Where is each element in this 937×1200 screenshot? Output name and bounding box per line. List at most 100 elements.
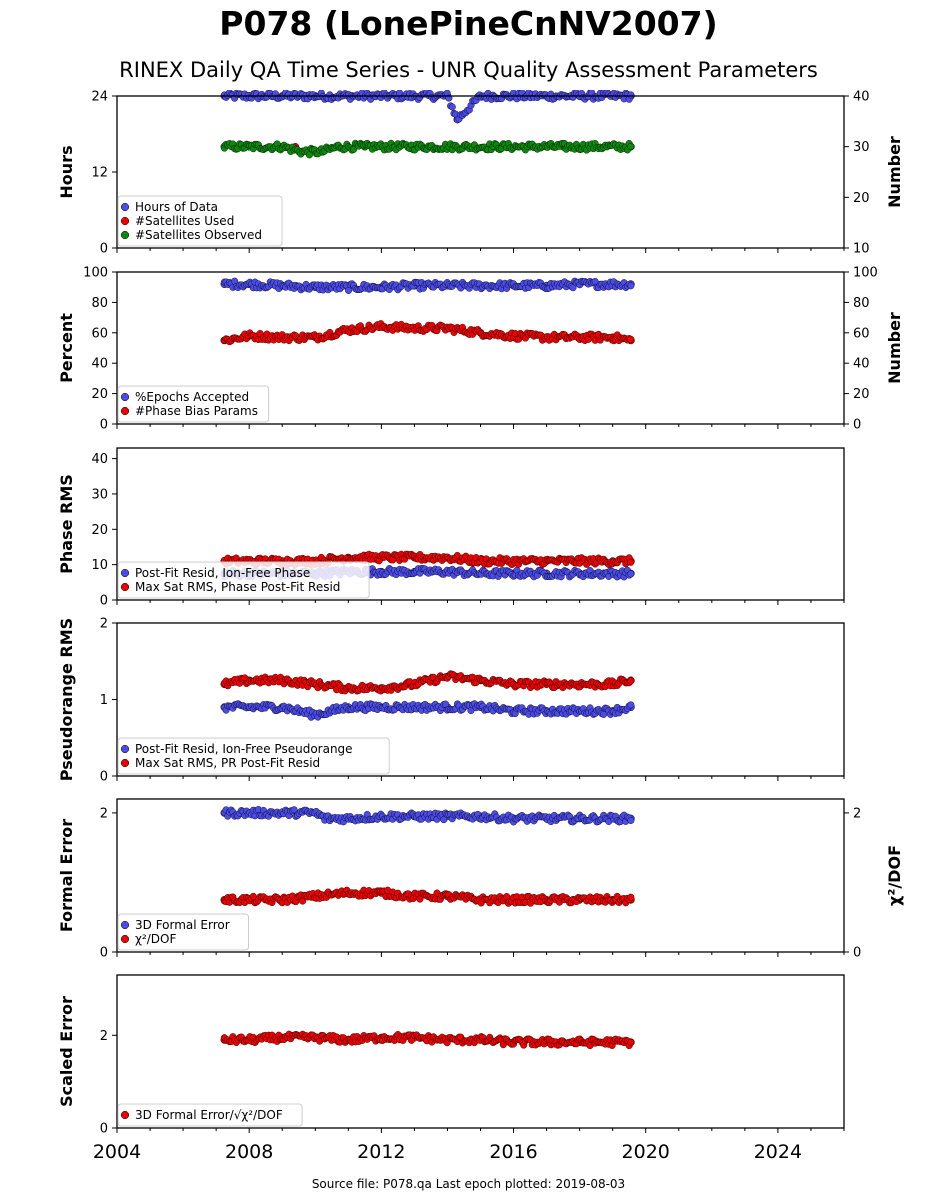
legend-marker	[120, 568, 130, 578]
data-point	[305, 151, 313, 159]
legend-label: #Phase Bias Params	[135, 404, 258, 418]
legend-label: #Satellites Used	[135, 214, 234, 228]
legend-box	[117, 1103, 303, 1127]
chart-subtitle: RINEX Daily QA Time Series - UNR Quality…	[119, 58, 818, 82]
left-axis-label: Pseudorange RMS	[57, 618, 76, 781]
legend: %Epochs Accepted#Phase Bias Params	[117, 385, 270, 423]
data-point	[627, 570, 635, 578]
y-tick-label-right: 30	[853, 140, 870, 155]
data-point	[627, 1038, 635, 1046]
legend-label: #Satellites Observed	[135, 228, 262, 242]
data-point	[627, 558, 635, 566]
legend-label: 3D Formal Error/√χ²/DOF	[135, 1108, 283, 1122]
y-tick-label-right: 0	[853, 946, 861, 961]
y-tick-label: 10	[91, 558, 108, 573]
legend-box	[117, 561, 370, 599]
legend-marker	[120, 392, 130, 402]
x-tick-label: 2024	[754, 1141, 802, 1163]
y-tick-label-right: 80	[853, 296, 870, 311]
series-2-2	[220, 320, 635, 346]
y-tick-label: 2	[100, 806, 108, 821]
y-tick-label: 0	[100, 946, 108, 961]
legend-box	[117, 385, 270, 423]
right-axis-label: Number	[885, 136, 904, 208]
series-5-1	[220, 806, 635, 826]
y-tick-label: 20	[91, 523, 108, 538]
x-tick-label: 2004	[93, 1141, 141, 1163]
panel-2: 0 20 40 60 80 100 0 20 40 60 80 100 Number Percent %Ep…	[57, 266, 904, 433]
left-axis-label: Hours	[57, 145, 76, 198]
data-point	[627, 282, 635, 290]
legend-box	[117, 913, 249, 951]
legend-label: 3D Formal Error	[135, 918, 230, 932]
data-point	[345, 286, 353, 294]
y-tick-label: 0	[100, 242, 108, 257]
y-tick-label: 0	[100, 770, 108, 785]
data-point	[569, 284, 577, 292]
legend-label: Post-Fit Resid, Ion-Free Phase	[135, 566, 310, 580]
data-point	[627, 677, 635, 685]
y-tick-label: 2	[100, 617, 108, 632]
y-tick-label: 40	[91, 357, 108, 372]
right-axis-label: χ²/DOF	[885, 845, 904, 906]
y-tick-label-right: 100	[853, 266, 878, 281]
left-axis-label: Percent	[57, 313, 76, 383]
x-tick-label: 2012	[357, 1141, 405, 1163]
series-1-3	[220, 139, 635, 159]
data-point	[290, 806, 298, 814]
y-tick-label: 40	[91, 452, 108, 467]
series-2-1	[220, 277, 635, 294]
legend-marker	[120, 1110, 130, 1120]
left-axis-label: Scaled Error	[57, 996, 76, 1107]
y-tick-label: 60	[91, 326, 108, 341]
legend-marker	[120, 744, 130, 754]
source-footer: Source file: P078.qa Last epoch plotted:…	[311, 1177, 626, 1191]
panel-4: 0 1 2 Pseudorange RMS Post-Fit Resid, Ion-Fr…	[57, 617, 845, 785]
data-point	[448, 103, 456, 111]
data-point	[627, 893, 635, 901]
legend-marker	[120, 406, 130, 416]
y-tick-label: 24	[91, 90, 108, 105]
y-tick-label: 0	[100, 418, 108, 433]
y-tick-label: 1	[100, 693, 108, 708]
y-tick-label: 30	[91, 487, 108, 502]
x-tick-label: 2020	[622, 1141, 670, 1163]
y-tick-label: 2	[100, 1029, 108, 1044]
data-point	[627, 701, 635, 709]
right-axis-label: Number	[885, 312, 904, 384]
legend-marker	[120, 202, 130, 212]
y-tick-label: 0	[100, 1122, 108, 1137]
left-axis-label: Formal Error	[57, 819, 76, 932]
legend-label: Max Sat RMS, PR Post-Fit Resid	[135, 756, 320, 770]
y-tick-label-right: 2	[853, 806, 861, 821]
series-1-1	[220, 90, 635, 124]
y-tick-label-right: 20	[853, 387, 870, 402]
legend-label: χ²/DOF	[135, 932, 176, 946]
legend: 3D Formal Error/√χ²/DOF	[117, 1103, 303, 1127]
data-point	[627, 816, 635, 824]
y-tick-label-right: 0	[853, 418, 861, 433]
legend-marker	[120, 920, 130, 930]
legend-box	[117, 195, 283, 247]
y-tick-label: 12	[91, 166, 108, 181]
chart-title: P078 (LonePineCnNV2007)	[219, 4, 718, 43]
y-tick-label: 80	[91, 296, 108, 311]
legend-marker	[120, 758, 130, 768]
data-point	[627, 335, 635, 343]
series-6-1	[220, 1030, 635, 1050]
y-tick-label-right: 20	[853, 191, 870, 206]
legend: Post-Fit Resid, Ion-Free PseudorangeMax …	[117, 737, 390, 775]
y-tick-label-right: 60	[853, 326, 870, 341]
legend-marker	[120, 216, 130, 226]
series-4-2	[220, 670, 635, 695]
legend-label: %Epochs Accepted	[135, 390, 249, 404]
series-4-1	[220, 700, 635, 721]
data-point	[249, 892, 257, 900]
legend-box	[117, 737, 390, 775]
y-tick-label-right: 10	[853, 242, 870, 257]
